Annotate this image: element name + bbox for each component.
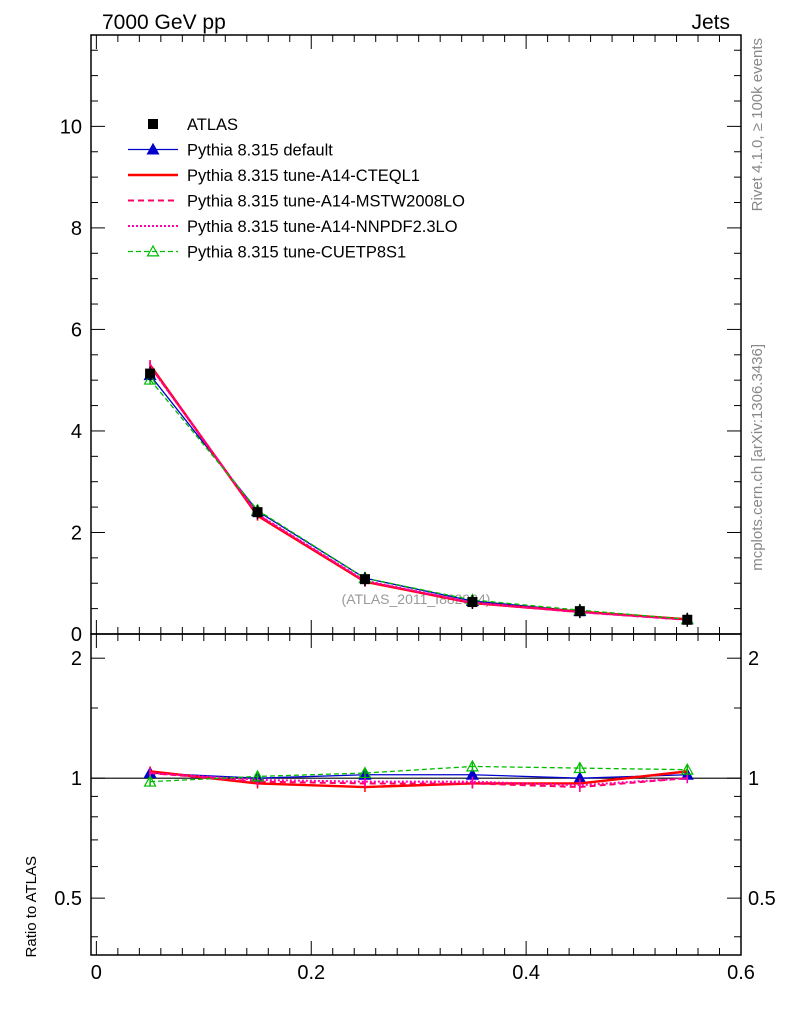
legend-marker-atlas	[148, 119, 158, 129]
energy-label: 7000 GeV pp	[102, 11, 226, 34]
main-y-tick-label: 2	[71, 522, 82, 544]
ratio-point-pythia-8-315-tune-cuetp8s1	[251, 769, 265, 782]
legend-label-pythia-8-315-default: Pythia 8.315 default	[187, 142, 333, 160]
main-y-tick-label: 6	[71, 319, 82, 341]
ratio-y-tick-label-right: 0.5	[748, 888, 776, 910]
legend: ATLAS Pythia 8.315 default Pythia 8.315 tu…	[128, 116, 465, 262]
legend-label-pythia-8-315-tune-a14-mstw2008lo: Pythia 8.315 tune-A14-MSTW2008LO	[187, 193, 465, 211]
ratio-x-tick-label: 0	[91, 962, 102, 984]
atlas-point	[682, 614, 693, 625]
legend-label-pythia-8-315-tune-cuetp8s1: Pythia 8.315 tune-CUETP8S1	[187, 244, 406, 262]
ratio-x-tick-label: 0.2	[297, 962, 325, 984]
ratio-line-pythia-8-315-tune-a14-nnpdf2-3lo	[150, 772, 688, 787]
legend-marker-pythia-8-315-default	[146, 142, 160, 155]
ratio-point-pythia-8-315-tune-cuetp8s1	[143, 774, 157, 787]
legend-label-pythia-8-315-tune-a14-cteql1: Pythia 8.315 tune-A14-CTEQL1	[187, 167, 420, 185]
main-plot: 0 2 4 6 8 10	[60, 34, 742, 646]
ratio-y-tick-label: 2	[71, 648, 82, 670]
ratio-y-axis-label: Ratio to ATLAS	[23, 856, 40, 957]
main-line-pythia-8-315-tune-a14-mstw2008lo	[149, 365, 688, 621]
main-line-pythia-8-315-default	[149, 374, 688, 620]
analysis-watermark: (ATLAS_2011_I882984)	[342, 591, 491, 607]
ratio-y-tick-label: 0.5	[54, 888, 82, 910]
atlas-point	[145, 368, 156, 379]
ratio-y-tick-label: 1	[71, 768, 82, 790]
main-y-tick-label: 10	[60, 116, 82, 138]
rivet-label: Rivet 4.1.0, ≥ 100k events	[749, 38, 766, 211]
atlas-point	[252, 507, 263, 518]
process-label: Jets	[691, 11, 730, 34]
main-line-pythia-8-315-tune-a14-cteql1	[149, 364, 688, 621]
ratio-y-tick-label-right: 1	[748, 768, 759, 790]
legend-marker-pythia-8-315-tune-cuetp8s1	[146, 244, 160, 257]
atlas-point	[574, 606, 585, 617]
main-line-pythia-8-315-tune-a14-nnpdf2-3lo	[149, 365, 688, 621]
ratio-frame	[90, 633, 742, 956]
ratio-y-tick-label-right: 2	[748, 648, 759, 670]
ratio-x-tick-label: 0.6	[727, 962, 755, 984]
main-y-tick-label: 0	[71, 624, 82, 646]
ratio-point-pythia-8-315-tune-cuetp8s1	[573, 761, 587, 774]
main-line-pythia-8-315-tune-cuetp8s1	[149, 379, 688, 620]
legend-label-pythia-8-315-tune-a14-nnpdf2-3lo: Pythia 8.315 tune-A14-NNPDF2.3LO	[187, 218, 458, 236]
ratio-point-pythia-8-315-tune-cuetp8s1	[465, 759, 479, 772]
ratio-plot: 0 0.2 0.4 0.6 0.5 0.5 1 1 2 2	[54, 633, 776, 984]
ratio-x-tick-label: 0.4	[512, 962, 540, 984]
atlas-point	[467, 597, 478, 608]
ratio-point-pythia-8-315-tune-cuetp8s1	[358, 766, 372, 779]
ratio-line-pythia-8-315-tune-cuetp8s1	[150, 765, 688, 783]
legend-label-atlas: ATLAS	[187, 116, 238, 134]
ratio-point-pythia-8-315-tune-cuetp8s1	[680, 762, 694, 775]
mcplots-label: mcplots.cern.ch [arXiv:1306.3436]	[749, 344, 766, 571]
main-y-tick-label: 8	[71, 218, 82, 240]
ratio-line-pythia-8-315-tune-a14-cteql1	[149, 770, 688, 789]
main-y-tick-label: 4	[71, 421, 82, 443]
main-point-pythia-8-315-tune-cuetp8s1	[143, 372, 157, 385]
atlas-point	[359, 574, 370, 585]
